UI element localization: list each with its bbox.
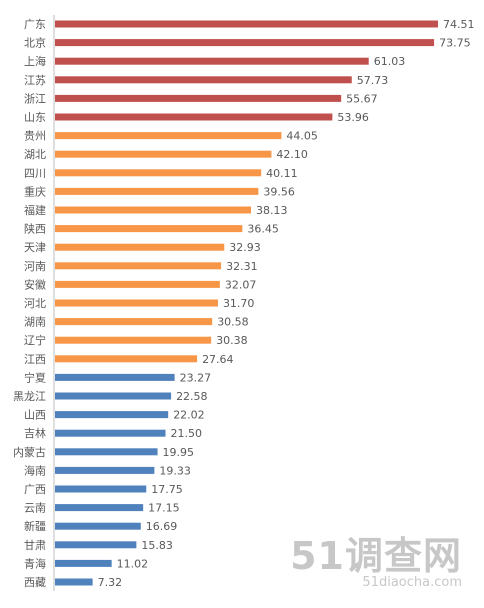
category-label: 四川: [24, 167, 46, 180]
value-label: 17.75: [151, 483, 183, 496]
bar: [55, 150, 272, 158]
bar: [55, 94, 342, 102]
category-label: 青海: [24, 556, 46, 570]
category-label: 海南: [24, 463, 46, 477]
bar: [55, 336, 212, 344]
value-label: 57.73: [357, 74, 389, 87]
category-label: 贵州: [24, 130, 46, 143]
value-label: 61.03: [374, 55, 406, 68]
category-label: 宁夏: [24, 370, 46, 384]
value-label: 31.70: [223, 297, 255, 310]
category-label: 甘肃: [24, 539, 46, 552]
bar: [55, 392, 172, 400]
category-label: 湖北: [24, 148, 46, 161]
bar: [55, 299, 218, 307]
value-label: 27.64: [202, 353, 234, 366]
bar: [55, 355, 198, 363]
value-label: 36.45: [247, 223, 279, 236]
bar: [55, 559, 112, 567]
category-label: 云南: [24, 502, 46, 515]
category-label: 江西: [24, 353, 46, 366]
value-label: 53.96: [337, 111, 369, 124]
value-label: 74.51: [443, 18, 475, 31]
bar: [55, 57, 369, 65]
category-label: 山东: [24, 111, 46, 124]
bar: [55, 243, 225, 251]
value-label: 22.02: [173, 409, 205, 422]
value-label: 42.10: [276, 148, 308, 161]
bar: [55, 485, 147, 493]
category-label: 安徽: [24, 277, 46, 291]
bar: [55, 113, 333, 121]
bar: [55, 225, 243, 233]
value-label: 55.67: [346, 92, 378, 105]
value-label: 11.02: [117, 557, 149, 570]
value-label: 44.05: [286, 130, 318, 143]
bar: [55, 318, 213, 326]
value-label: 30.58: [217, 316, 249, 329]
category-label: 西藏: [24, 576, 46, 589]
bar: [55, 169, 262, 177]
category-label: 广东: [24, 18, 46, 31]
value-label: 32.31: [226, 260, 258, 273]
value-label: 16.69: [146, 520, 178, 533]
bar: [55, 280, 220, 288]
bar: [55, 411, 169, 419]
value-label: 38.13: [256, 204, 288, 217]
value-label: 21.50: [171, 427, 203, 440]
bar: [55, 262, 222, 270]
bar: [55, 76, 352, 84]
category-label: 河北: [24, 297, 46, 310]
category-label: 福建: [24, 203, 46, 217]
value-label: 32.93: [229, 241, 261, 254]
category-label: 辽宁: [24, 333, 46, 347]
category-label: 广西: [24, 483, 46, 496]
category-label: 湖南: [24, 316, 46, 329]
value-label: 39.56: [263, 185, 295, 198]
bar: [55, 20, 438, 28]
value-label: 22.58: [176, 390, 208, 403]
category-label: 黑龙江: [13, 390, 46, 403]
bar: [55, 448, 158, 456]
bar: [55, 373, 175, 381]
value-label: 73.75: [439, 37, 471, 50]
category-label: 山西: [24, 409, 46, 422]
category-label: 重庆: [24, 184, 46, 198]
category-label: 陕西: [24, 222, 46, 236]
value-label: 32.07: [225, 278, 257, 291]
category-label: 上海: [24, 54, 46, 68]
bar: [55, 429, 166, 437]
bar: [55, 578, 93, 586]
bar: [55, 522, 141, 530]
category-label: 江苏: [24, 74, 46, 87]
value-label: 15.83: [141, 539, 173, 552]
bar: [55, 187, 259, 195]
category-label: 天津: [24, 241, 46, 254]
value-label: 7.32: [98, 576, 123, 589]
bar: [55, 206, 251, 214]
category-label: 吉林: [24, 426, 46, 440]
value-label: 23.27: [180, 371, 212, 384]
bar: [55, 132, 282, 140]
value-label: 19.33: [159, 464, 191, 477]
value-label: 30.38: [216, 334, 248, 347]
value-label: 40.11: [266, 167, 298, 180]
category-label: 河南: [24, 260, 46, 273]
bar: [55, 39, 435, 47]
bar: [55, 504, 144, 512]
category-label: 新疆: [24, 519, 46, 533]
bars: 广东 74.51 北京 73.75 上海 61.03 江苏 57.73 浙江 55.67 山东 53.…: [13, 18, 475, 589]
category-label: 浙江: [24, 92, 46, 105]
bar: [55, 541, 137, 549]
value-label: 17.15: [148, 502, 180, 515]
value-label: 19.95: [163, 446, 195, 459]
category-label: 北京: [24, 36, 46, 50]
category-label: 内蒙古: [13, 445, 46, 459]
bar: [55, 466, 155, 474]
